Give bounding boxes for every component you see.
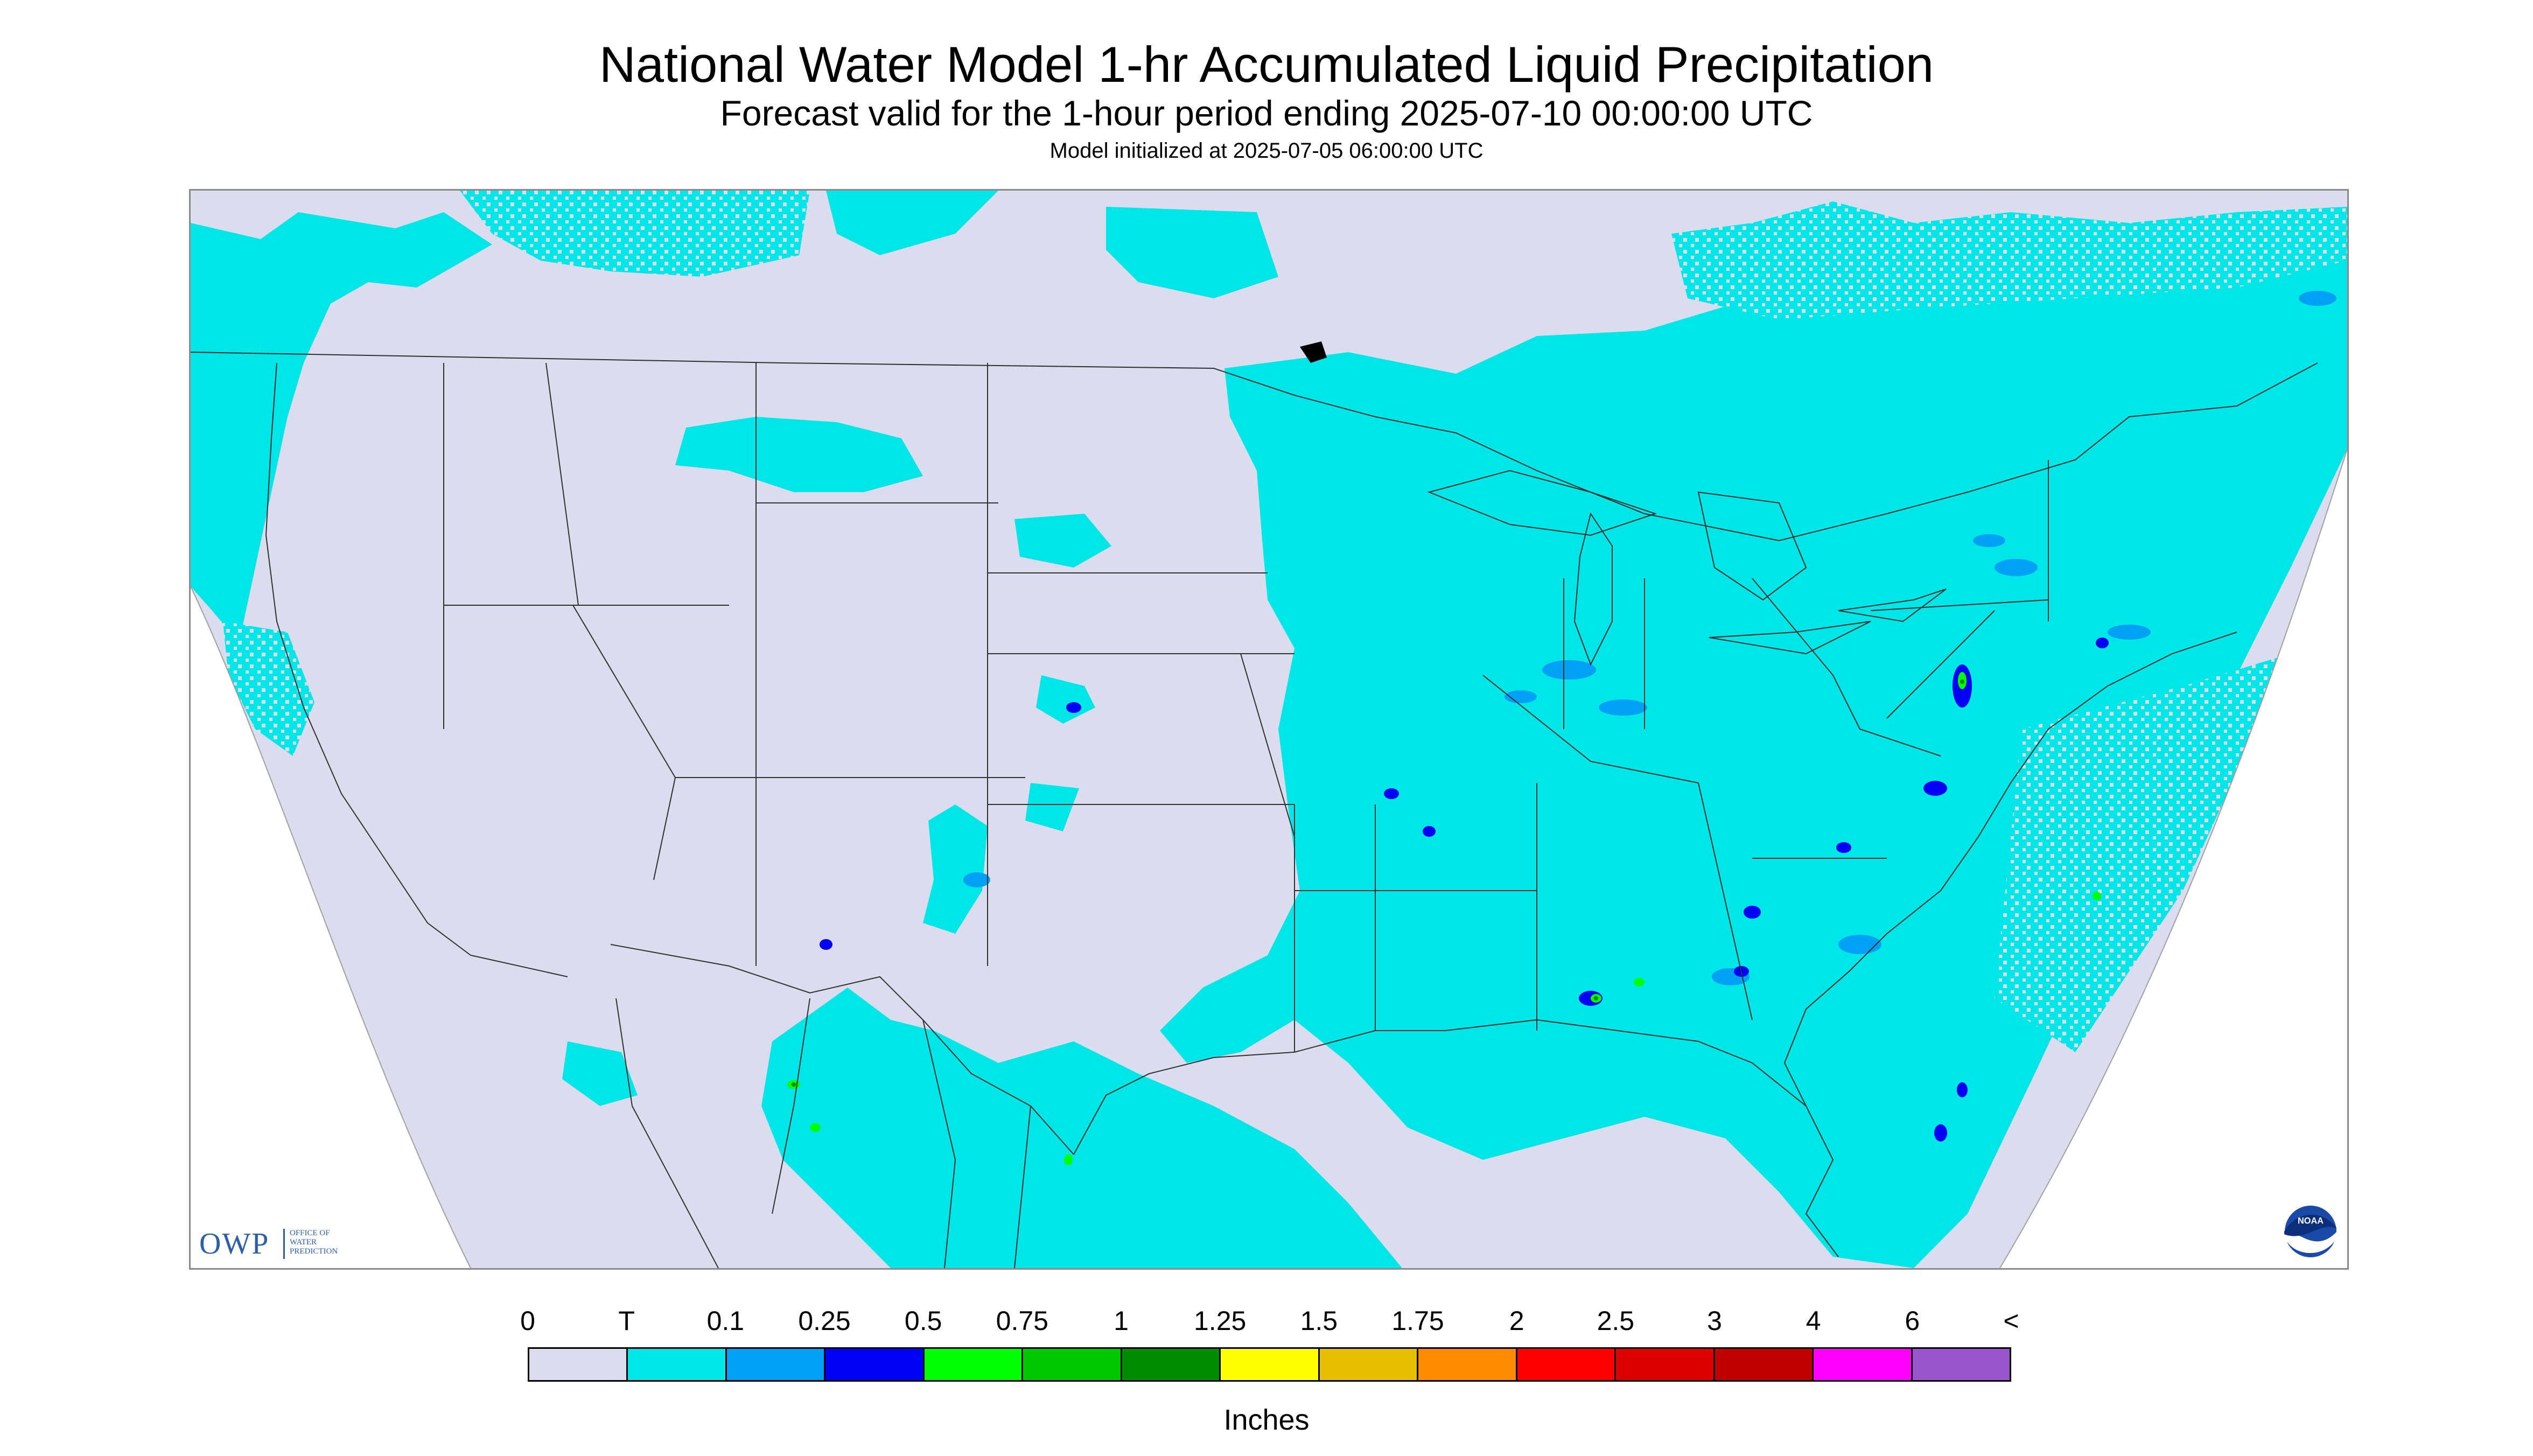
legend-swatch xyxy=(1023,1349,1122,1380)
legend-tick-label: 2 xyxy=(1509,1306,1524,1336)
legend-swatch xyxy=(1319,1349,1419,1380)
legend-swatch xyxy=(529,1349,628,1380)
legend-swatch xyxy=(1616,1349,1715,1380)
legend-swatch xyxy=(1517,1349,1617,1380)
precip-0.5-layer xyxy=(787,672,2101,1165)
legend-swatch xyxy=(1814,1349,1913,1380)
model-init-time: Model initialized at 2025-07-05 06:00:00… xyxy=(1049,139,1484,163)
legend-color-bar xyxy=(528,1347,2011,1382)
legend-swatch xyxy=(825,1349,925,1380)
legend-swatch xyxy=(1715,1349,1814,1380)
owp-logo-subtext: OFFICE OF WATER PREDICTION xyxy=(290,1229,338,1256)
legend-swatch xyxy=(1221,1349,1320,1380)
precipitation-map xyxy=(189,189,2349,1270)
legend-swatch xyxy=(1912,1349,2010,1380)
legend-tick-label: 1 xyxy=(1114,1306,1129,1336)
legend-swatch xyxy=(1418,1349,1517,1380)
legend-unit-label: Inches xyxy=(1223,1404,1310,1436)
owp-logo-divider xyxy=(283,1229,285,1259)
legend-tick-label: 3 xyxy=(1707,1306,1722,1336)
owp-logo-line2: WATER xyxy=(290,1238,317,1247)
owp-logo-line1: OFFICE OF xyxy=(290,1229,330,1237)
map-subtitle: Forecast valid for the 1-hour period end… xyxy=(720,93,1813,133)
legend-tick-label: 4 xyxy=(1806,1306,1821,1336)
legend-tick-label: 2.5 xyxy=(1597,1306,1635,1336)
domain-edge xyxy=(191,449,2347,1268)
legend-tick-label: 0.25 xyxy=(798,1306,851,1336)
legend-tick-label: 0.1 xyxy=(706,1306,745,1336)
lake-of-the-woods xyxy=(1300,341,1327,363)
trace-precip-layer xyxy=(191,191,2347,1268)
legend-tick-label: 0.75 xyxy=(996,1306,1048,1336)
owp-logo-line3: PREDICTION xyxy=(290,1247,338,1256)
color-legend: 0 T 0.1 0.25 0.5 0.75 1 1.25 1.5 1.75 2 2.5 3 4 6 < Inc… xyxy=(0,1292,2533,1454)
noaa-logo-text: NOAA xyxy=(2298,1216,2324,1226)
legend-swatch xyxy=(1122,1349,1221,1380)
map-title: National Water Model 1-hr Accumulated Li… xyxy=(599,36,1934,93)
legend-tick-label: T xyxy=(618,1306,635,1336)
legend-tick-label: < xyxy=(2003,1306,2019,1336)
legend-tick-label: 0 xyxy=(520,1306,535,1336)
legend-tick-label: 0.5 xyxy=(904,1306,942,1336)
legend-swatch xyxy=(628,1349,727,1380)
legend-swatch xyxy=(924,1349,1024,1380)
legend-tick-label: 1.25 xyxy=(1193,1306,1247,1336)
domain-layer xyxy=(191,191,2347,1268)
owp-logo-letters: OWP xyxy=(199,1227,270,1261)
legend-tick-label: 6 xyxy=(1905,1306,1920,1336)
legend-tick-label: 1.5 xyxy=(1300,1306,1338,1336)
legend-tick-label: 1.75 xyxy=(1391,1306,1444,1336)
noaa-logo: NOAA xyxy=(2284,1205,2338,1258)
precip-1-layer xyxy=(792,680,1964,1087)
legend-swatch xyxy=(726,1349,826,1380)
precip-0.1-layer xyxy=(963,291,2336,985)
political-boundaries xyxy=(191,352,2318,1268)
